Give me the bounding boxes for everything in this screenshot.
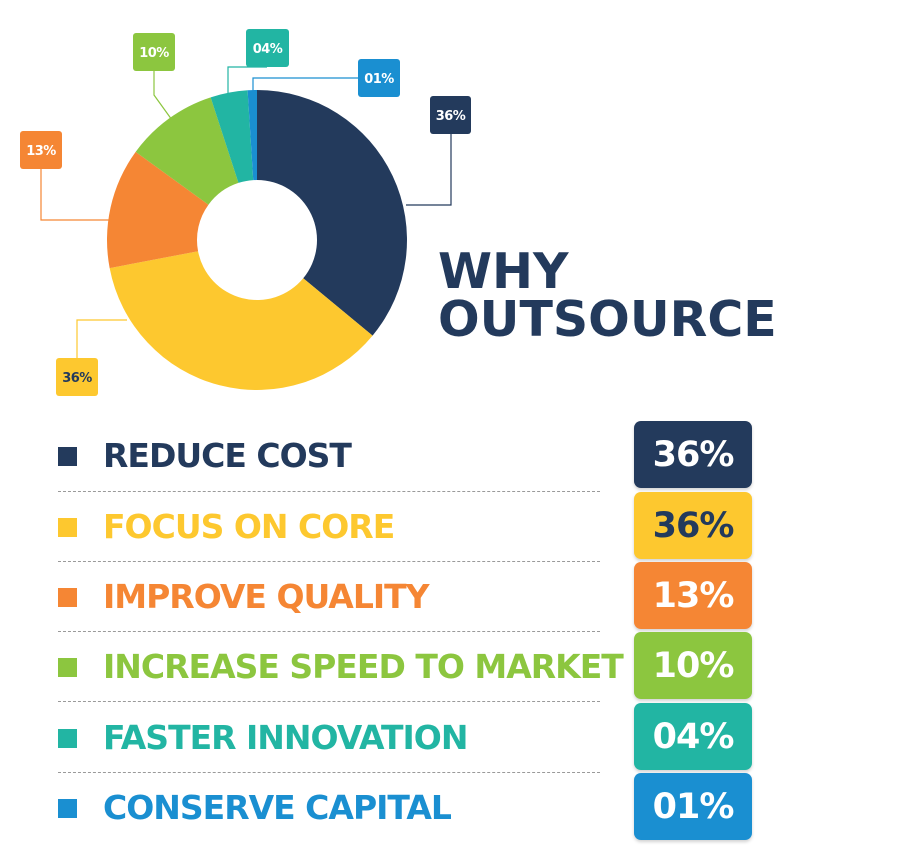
legend-swatch-1 [58,447,77,466]
callout-leader-line-4 [153,71,173,121]
donut-slice-5 [210,90,254,183]
callout-leader-line-6 [252,77,358,92]
callout-box-3 [20,131,62,169]
legend-value-box-4: 10% [634,632,752,699]
callout-value-label-5: 04% [253,42,283,57]
callout-value-label-6: 01% [364,72,394,87]
legend-label-4: INCREASE SPEED TO MARKET [103,647,624,686]
donut-slice-4 [135,97,239,205]
callout-box-2 [56,358,98,396]
legend-swatch-3 [58,588,77,607]
callout-leader-line-5 [227,66,267,93]
legend-swatch-4 [58,658,77,677]
legend-divider-3 [58,631,600,632]
legend-value-box-5: 04% [634,703,752,770]
callout-value-label-2: 36% [62,371,92,386]
legend-value-box-3: 13% [634,562,752,629]
legend-divider-4 [58,701,600,702]
callout-leader-line-2 [76,319,127,358]
legend-label-3: IMPROVE QUALITY [103,577,430,616]
donut-slice-6 [247,90,257,181]
callout-leader-line-3 [40,169,110,221]
callout-leader-line-1 [406,134,452,206]
callout-box-1 [430,96,471,134]
legend-label-1: REDUCE COST [103,436,352,475]
legend-label-2: FOCUS ON CORE [103,507,395,546]
legend-label-6: CONSERVE CAPITAL [103,788,452,827]
donut-slice-3 [107,151,209,269]
legend-swatch-5 [58,729,77,748]
legend-swatch-6 [58,799,77,818]
callout-box-6 [358,59,400,97]
callout-box-5 [246,29,289,67]
legend-divider-1 [58,491,600,492]
chart-title-line-1: WHY [438,243,569,300]
callout-box-4 [133,33,175,71]
legend-value-box-6: 01% [634,773,752,840]
legend-label-5: FASTER INNOVATION [103,718,468,757]
donut-chart: 36% 36% 13% 10% 04% 01% [20,29,471,396]
legend-value-box-1: 36% [634,421,752,488]
legend-divider-5 [58,772,600,773]
callout-value-label-4: 10% [139,46,169,61]
chart-title-line-2: OUTSOURCE [438,291,777,348]
legend-divider-2 [58,561,600,562]
donut-slice-1 [257,90,407,336]
legend-swatch-2 [58,518,77,537]
callout-value-label-1: 36% [436,109,466,124]
donut-slice-2 [109,251,373,390]
callout-value-label-3: 13% [26,144,56,159]
legend-value-box-2: 36% [634,492,752,559]
